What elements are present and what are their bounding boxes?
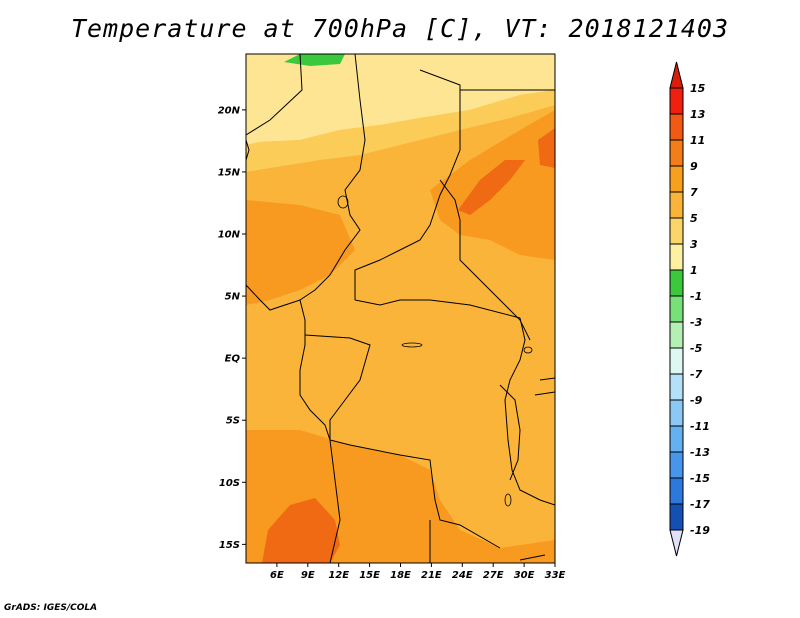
colorbar-segment bbox=[669, 139, 684, 167]
lat-tick-label: 20N bbox=[218, 105, 241, 116]
field-north-pale bbox=[246, 54, 555, 145]
lon-tick-label: 12E bbox=[328, 570, 349, 581]
colorbar-label: -1 bbox=[690, 290, 702, 303]
colorbar-label: -13 bbox=[690, 446, 710, 459]
field-east-hot bbox=[458, 128, 555, 215]
colorbar-segment bbox=[669, 165, 684, 193]
colorbar-bottom-arrow bbox=[669, 529, 684, 557]
country-borders bbox=[246, 54, 555, 563]
lakes bbox=[337, 195, 533, 507]
colorbar-label: -11 bbox=[690, 420, 710, 433]
colorbar-label: 15 bbox=[690, 82, 706, 95]
lon-tick-label: 6E bbox=[270, 570, 284, 581]
lat-tick-label: 5N bbox=[225, 292, 241, 303]
colorbar-label: 5 bbox=[690, 212, 698, 225]
lat-tick-label: 15N bbox=[218, 167, 241, 178]
colorbar-segment bbox=[669, 347, 684, 375]
colorbar-segment bbox=[669, 321, 684, 349]
lon-tick-label: 33E bbox=[545, 570, 566, 581]
lat-tick-label: 5S bbox=[226, 416, 240, 427]
chart-title: Temperature at 700hPa [C], VT: 201812140… bbox=[70, 14, 730, 43]
map-field bbox=[246, 54, 555, 563]
colorbar: 15 13 11 9 7 5 3 1 -1 -3 -5 -7 -9 -11 -13 -15 -17 -19 bbox=[669, 61, 710, 557]
colorbar-label: -3 bbox=[690, 316, 703, 329]
field-southwest-hot bbox=[262, 498, 340, 563]
lat-tick-label: 10S bbox=[219, 478, 240, 489]
colorbar-segment bbox=[669, 295, 684, 323]
colorbar-segment bbox=[669, 269, 684, 297]
colorbar-segment bbox=[669, 373, 684, 401]
colorbar-label: 11 bbox=[690, 134, 705, 147]
lon-tick-label: 18E bbox=[390, 570, 411, 581]
colorbar-label: 9 bbox=[690, 160, 698, 173]
colorbar-label: -9 bbox=[690, 394, 703, 407]
lat-tick-label: EQ bbox=[225, 354, 241, 365]
colorbar-segment bbox=[669, 243, 684, 271]
longitude-axis: 6E 9E 12E 15E 18E 21E 24E 27E 30E 33E bbox=[270, 563, 566, 581]
colorbar-segment bbox=[669, 477, 684, 505]
lat-tick-label: 15S bbox=[219, 540, 240, 551]
lon-tick-label: 21E bbox=[421, 570, 442, 581]
colorbar-segment bbox=[669, 191, 684, 219]
colorbar-segment bbox=[669, 451, 684, 479]
colorbar-label: 1 bbox=[690, 264, 698, 277]
colorbar-label: -17 bbox=[690, 498, 710, 511]
lon-tick-label: 24E bbox=[452, 570, 473, 581]
colorbar-segment bbox=[669, 87, 684, 115]
colorbar-label: -19 bbox=[690, 524, 710, 537]
field-north-light bbox=[246, 90, 555, 172]
colorbar-label: -15 bbox=[690, 472, 710, 485]
field-west-coast-warm bbox=[246, 200, 355, 305]
colorbar-label: -7 bbox=[690, 368, 703, 381]
colorbar-segment bbox=[669, 113, 684, 141]
colorbar-segment bbox=[669, 503, 684, 531]
colorbar-segment bbox=[669, 425, 684, 453]
credit-label: GrADS: IGES/COLA bbox=[4, 603, 98, 613]
lon-tick-label: 30E bbox=[514, 570, 535, 581]
lat-tick-label: 10N bbox=[218, 230, 241, 241]
colorbar-label: 7 bbox=[690, 186, 698, 199]
lon-tick-label: 9E bbox=[301, 570, 315, 581]
colorbar-label: 13 bbox=[690, 108, 706, 121]
colorbar-label: -5 bbox=[690, 342, 703, 355]
field-top-green bbox=[284, 54, 345, 66]
lon-tick-label: 15E bbox=[359, 570, 380, 581]
lon-tick-label: 27E bbox=[483, 570, 504, 581]
colorbar-segment bbox=[669, 399, 684, 427]
colorbar-segment bbox=[669, 217, 684, 245]
latitude-axis: 15S 10S 5S EQ 5N 10N 15N 20N bbox=[218, 105, 246, 551]
colorbar-label: 3 bbox=[690, 238, 698, 251]
colorbar-top-arrow bbox=[669, 61, 684, 89]
